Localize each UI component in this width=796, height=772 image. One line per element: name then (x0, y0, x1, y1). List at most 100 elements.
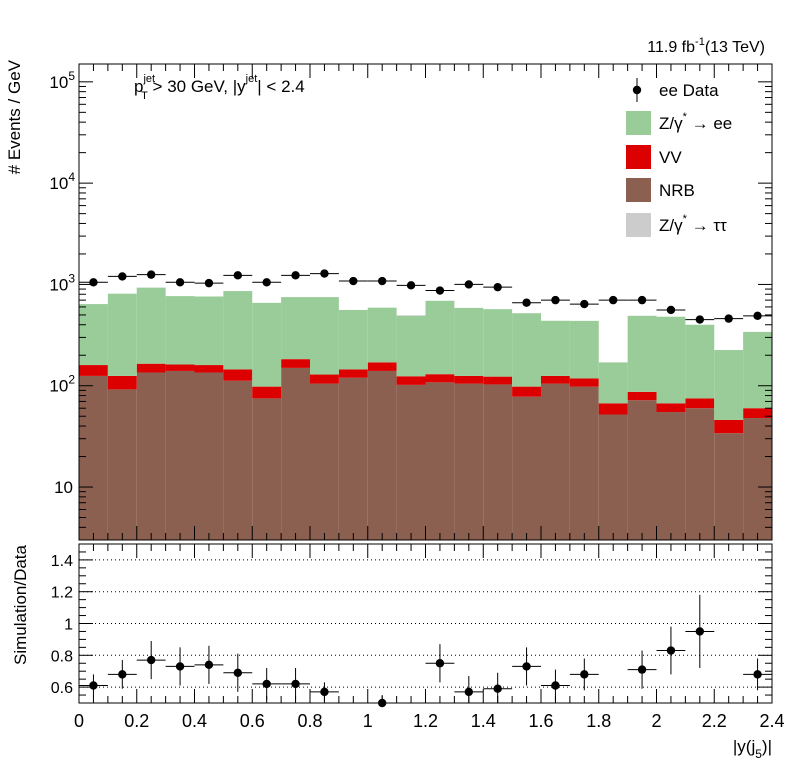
main-y-tick-label: 103 (49, 271, 75, 294)
ratio-plot-frame (78, 543, 773, 704)
data-point (551, 295, 560, 305)
vv-bar (281, 359, 310, 368)
zee-bar (310, 297, 339, 375)
ratio-y-tick-label: 1.4 (51, 553, 73, 570)
data-point (464, 280, 474, 289)
data-point (522, 298, 531, 307)
ratio-y-axis-title: Simulation/Data (11, 544, 30, 665)
ratio-y-tick-label: 0.6 (51, 680, 73, 697)
zee-bar (714, 350, 744, 420)
ratio-point (493, 684, 502, 693)
x-tick-label: 1.4 (471, 711, 496, 731)
x-tick-label: 0.8 (297, 711, 322, 731)
zee-bar (656, 316, 686, 404)
data-point (118, 272, 127, 281)
vv-bar (107, 375, 137, 390)
zee-bar (685, 324, 715, 399)
nrb-bar (310, 383, 339, 540)
nrb-bar (252, 398, 282, 540)
vv-bar (454, 375, 484, 384)
nrb-bar (367, 370, 397, 540)
vv-bar (252, 386, 282, 399)
zee-bar (483, 309, 513, 377)
ratio-y-tick-label: 1.2 (51, 585, 73, 602)
ratio-point (204, 660, 214, 670)
zee-bar (367, 307, 397, 363)
vv-bar (656, 403, 686, 413)
zee-bar (454, 307, 484, 376)
vv-bar (165, 364, 195, 371)
ratio-point (551, 681, 560, 690)
vv-bar (685, 398, 715, 409)
nrb-bar (685, 408, 715, 540)
selection-label: pjet T > 30 GeV, |yjet| < 2.4 (134, 73, 305, 102)
legend: ee Data Z/γ* → ee VV NRB Z/γ* → ττ (626, 78, 732, 237)
legend-vv-swatch (626, 145, 651, 169)
x-tick-label: 2.2 (702, 711, 727, 731)
ratio-point (118, 670, 127, 679)
ratio-point (233, 668, 243, 677)
data-point (695, 315, 705, 324)
stacked-histogram (79, 287, 772, 540)
x-tick-label: 1 (363, 711, 373, 731)
nrb-bar (656, 412, 686, 540)
data-point (406, 281, 416, 290)
nrb-bar (569, 386, 599, 540)
ratio-point (175, 662, 185, 671)
legend-zee-swatch (626, 111, 651, 135)
vv-bar (425, 374, 455, 383)
vv-bar (367, 362, 397, 371)
ratio-point (146, 655, 156, 665)
zee-bar (223, 291, 253, 370)
vv-bar (194, 365, 224, 373)
zee-bar (598, 362, 628, 404)
vv-bar (310, 374, 339, 384)
legend-ztautau-label: Z/γ* → ττ (659, 213, 727, 235)
nrb-bar (598, 414, 628, 540)
nrb-bar (194, 372, 224, 540)
data-point (666, 305, 676, 315)
nrb-bar (454, 383, 484, 540)
zee-bar (743, 331, 772, 409)
zee-bar (541, 320, 570, 376)
x-tick-label: 2.4 (759, 711, 784, 731)
vv-bar (396, 376, 426, 385)
x-tick-label: 0.4 (182, 711, 207, 731)
ratio-point (637, 665, 647, 674)
ratio-tick-labels: 0.6 0.8 1 1.2 1.4 0 0.2 0.4 0.6 0.8 1 1.2 1.4 1.6 1.8 2… (51, 553, 785, 731)
data-point (233, 271, 243, 280)
vv-bar (743, 408, 772, 419)
nrb-bar (223, 380, 253, 540)
zee-bar (396, 315, 426, 377)
data-point (493, 282, 502, 292)
zee-bar (281, 297, 310, 360)
data-point (753, 311, 762, 321)
x-tick-label: 1.2 (413, 711, 438, 731)
data-points (79, 269, 772, 324)
zee-bar (627, 315, 657, 392)
ratio-y-tick-label: 0.8 (51, 648, 73, 665)
zee-bar (512, 313, 541, 387)
nrb-bar (541, 383, 570, 540)
nrb-bar (627, 400, 657, 540)
ratio-point (291, 679, 300, 689)
ratio-point (89, 681, 98, 690)
data-point (320, 269, 329, 278)
zee-bar (136, 287, 166, 364)
ratio-point (320, 687, 329, 697)
nrb-bar (165, 370, 195, 540)
vv-bar (483, 376, 513, 385)
main-y-tick-label: 102 (49, 373, 75, 396)
ratio-points (79, 594, 772, 708)
nrb-bar (281, 367, 310, 540)
data-point (262, 278, 271, 287)
nrb-bar (107, 389, 137, 540)
data-point (637, 295, 647, 305)
ratio-grid (78, 543, 773, 704)
data-point (89, 278, 98, 287)
x-tick-label: 0 (74, 711, 84, 731)
ratio-point (753, 670, 762, 679)
ratio-point (666, 646, 676, 655)
legend-zee-label: Z/γ* → ee (659, 111, 732, 133)
